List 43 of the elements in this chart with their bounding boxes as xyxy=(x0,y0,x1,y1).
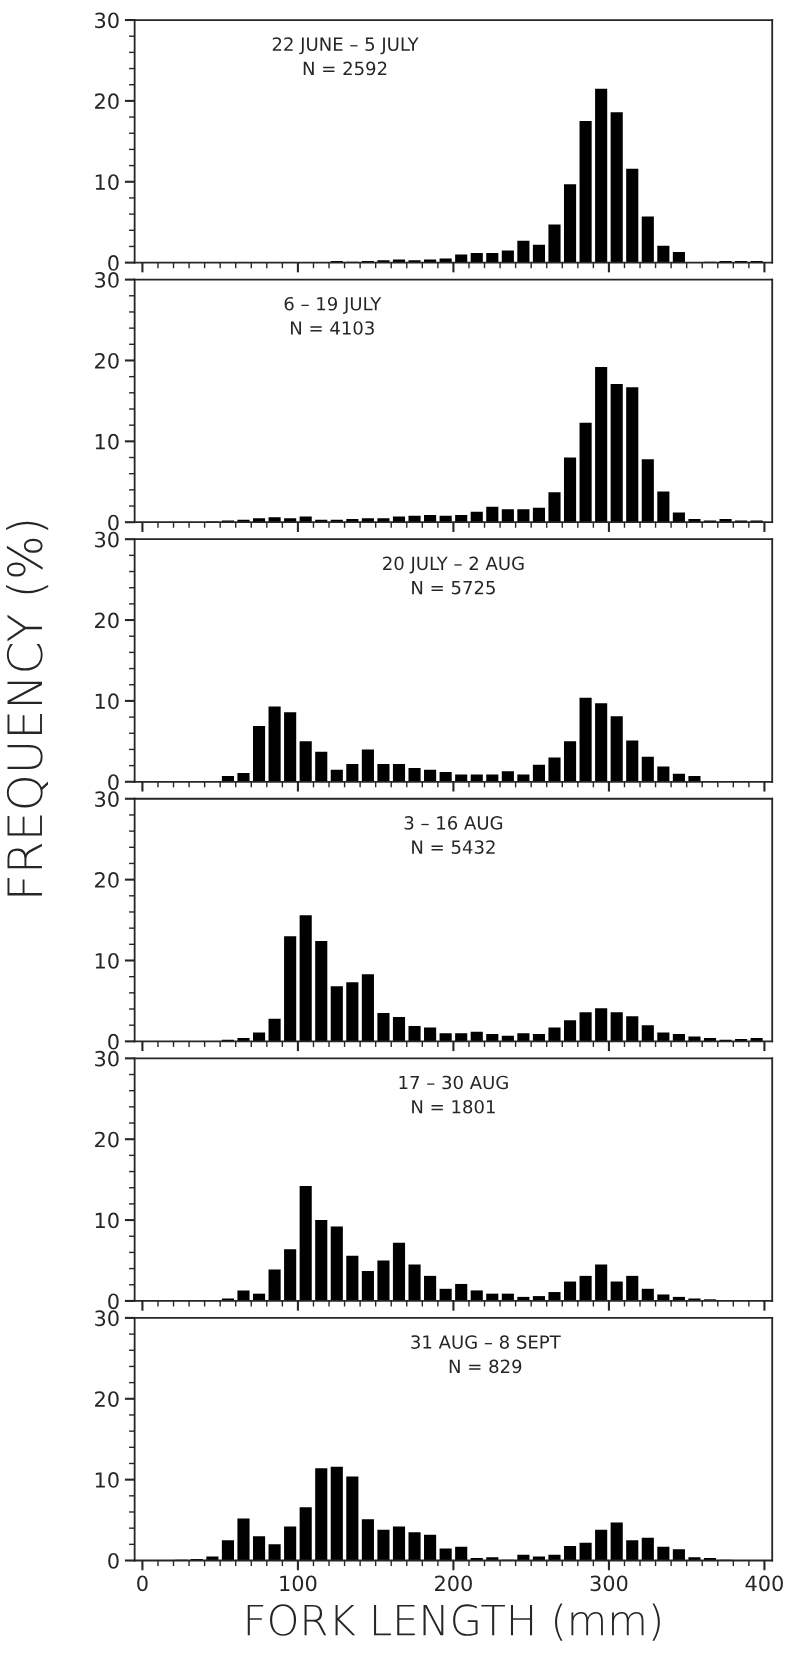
y-tick-label: 30 xyxy=(95,791,119,807)
y-axis-title: FREQUENCY (%) xyxy=(6,521,49,896)
x-axis-title: FORK LENGTH (mm) xyxy=(247,1603,660,1641)
x-tick-label: 400 xyxy=(745,1575,783,1592)
y-tick-label: 0 xyxy=(108,514,119,531)
x-tick-label: 200 xyxy=(435,1575,472,1592)
text: 20 JULY – 2 AUG xyxy=(383,556,524,574)
x-tick-label: 100 xyxy=(280,1575,317,1592)
text: N = 829 xyxy=(449,1359,522,1374)
y-tick-label: 20 xyxy=(95,1131,119,1148)
y-tick-label: 20 xyxy=(95,612,119,629)
text: 6 – 19 JULY xyxy=(284,296,382,314)
text: N = 1801 xyxy=(412,1099,495,1114)
text: N = 2592 xyxy=(303,61,387,76)
text: 3 – 16 AUG xyxy=(404,816,503,830)
y-tick-label: 0 xyxy=(108,1033,119,1050)
text: 17 – 30 AUG xyxy=(399,1075,508,1090)
y-tick-label: 10 xyxy=(95,952,119,969)
y-tick-label: 0 xyxy=(108,774,119,790)
text: N = 4103 xyxy=(291,321,374,335)
text: N = 5725 xyxy=(412,580,495,595)
x-tick-label: 300 xyxy=(590,1575,628,1592)
y-tick-label: 0 xyxy=(108,1552,119,1569)
y-tick-label: 10 xyxy=(95,1212,119,1229)
y-tick-label: 10 xyxy=(95,433,119,450)
y-tick-label: 30 xyxy=(95,531,119,548)
y-tick-label: 20 xyxy=(95,93,119,110)
text: 31 AUG – 8 SEPT xyxy=(411,1335,561,1349)
y-tick-label: 20 xyxy=(95,872,119,888)
y-tick-label: 20 xyxy=(95,1391,119,1407)
y-tick-label: 30 xyxy=(95,12,119,29)
y-tick-label: 10 xyxy=(95,174,119,190)
y-tick-label: 0 xyxy=(108,255,119,271)
x-tick-label: 0 xyxy=(137,1575,148,1592)
y-tick-label: 10 xyxy=(95,693,119,710)
y-tick-label: 0 xyxy=(108,1293,119,1310)
y-tick-label: 30 xyxy=(95,1050,119,1067)
y-tick-label: 30 xyxy=(95,272,119,288)
y-tick-label: 10 xyxy=(95,1472,119,1488)
text: N = 5432 xyxy=(412,840,495,854)
y-tick-label: 30 xyxy=(95,1310,119,1327)
text: 22 JUNE – 5 JULY xyxy=(272,37,419,55)
y-tick-label: 20 xyxy=(95,352,119,369)
